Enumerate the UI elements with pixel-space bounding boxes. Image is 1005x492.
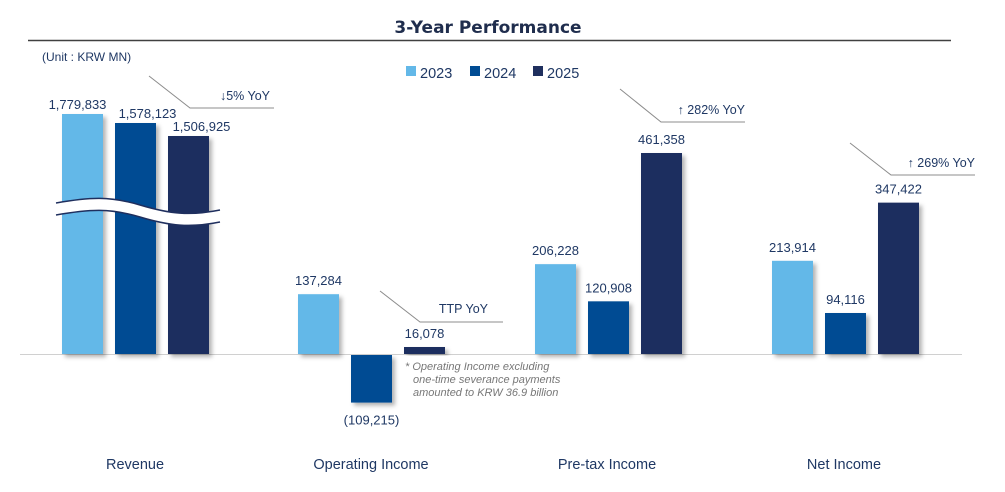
annotation-leader-0: [148, 75, 274, 109]
category-labels: Revenue Operating Income Pre-tax Income Net…: [106, 457, 881, 473]
legend: 2023 2024 2025: [406, 66, 579, 82]
yoy-annotation-revenue: ↓5% YoY: [220, 89, 271, 103]
bar-net-income-2025: [878, 202, 919, 354]
bar-operating-income-2023: [298, 294, 339, 354]
yoy-annotation-operating-income: TTP YoY: [439, 302, 489, 316]
value-label-operating-income-2025: 16,078: [405, 326, 445, 341]
bar-revenue-2024: [115, 123, 156, 354]
legend-label-2023: 2023: [420, 66, 452, 82]
category-label-pre-tax-income: Pre-tax Income: [558, 457, 656, 473]
value-label-net-income-2024: 94,116: [826, 292, 865, 307]
axis-break-wave: [55, 197, 221, 227]
footnote-line-0: * Operating Income excluding: [405, 361, 550, 373]
value-label-pre-tax-income-2023: 206,228: [532, 243, 579, 258]
legend-swatch-2023: [406, 66, 416, 76]
annotation-leader-1: [379, 290, 503, 323]
bar-pre-tax-income-2025: [641, 153, 682, 354]
yoy-annotation-pre-tax-income: ↑ 282% YoY: [678, 103, 746, 117]
bar-revenue-2025: [168, 136, 209, 354]
category-label-net-income: Net Income: [807, 457, 881, 473]
chart-title: 3-Year Performance: [394, 18, 581, 38]
value-label-net-income-2025: 347,422: [875, 182, 922, 197]
category-label-revenue: Revenue: [106, 457, 164, 473]
footnote-line-2: amounted to KRW 36.9 billion: [413, 387, 558, 399]
bar-net-income-2023: [772, 260, 813, 354]
yoy-annotations: ↓5% YoY TTP YoY ↑ 282% YoY ↑ 269% YoY: [148, 75, 976, 323]
annotation-leader-2: [619, 88, 745, 123]
value-label-revenue-2024: 1,578,123: [119, 106, 177, 121]
value-label-operating-income-2023: 137,284: [295, 273, 342, 288]
legend-label-2024: 2024: [484, 66, 516, 82]
bar-operating-income-2024: [351, 355, 392, 403]
value-label-net-income-2023: 213,914: [769, 240, 816, 255]
legend-label-2025: 2025: [547, 66, 579, 82]
category-label-operating-income: Operating Income: [313, 457, 428, 473]
bar-operating-income-2025: [404, 346, 445, 354]
value-label-revenue-2025: 1,506,925: [173, 119, 231, 134]
bar-revenue-2023: [62, 114, 103, 354]
unit-label: (Unit : KRW MN): [42, 50, 131, 64]
legend-swatch-2024: [470, 66, 480, 76]
annotation-leader-3: [849, 142, 975, 176]
value-label-revenue-2023: 1,779,833: [49, 97, 107, 112]
bar-pre-tax-income-2023: [535, 264, 576, 354]
bar-pre-tax-income-2024: [588, 301, 629, 354]
footnote-line-1: one-time severance payments: [413, 374, 561, 386]
bars-group: [55, 114, 919, 403]
value-label-pre-tax-income-2025: 461,358: [638, 132, 685, 147]
yoy-annotation-net-income: ↑ 269% YoY: [908, 156, 976, 170]
value-label-operating-income-2024: (109,215): [344, 413, 400, 428]
value-label-pre-tax-income-2024: 120,908: [585, 280, 632, 295]
legend-swatch-2025: [533, 66, 543, 76]
bar-net-income-2024: [825, 312, 866, 354]
